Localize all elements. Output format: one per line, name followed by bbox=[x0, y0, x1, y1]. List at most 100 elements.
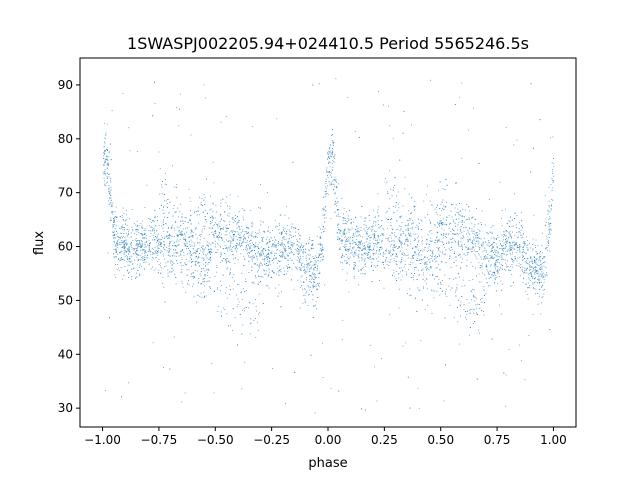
data-point bbox=[271, 246, 273, 248]
data-point bbox=[216, 235, 218, 237]
data-point bbox=[455, 182, 457, 184]
data-point bbox=[256, 257, 258, 259]
data-point bbox=[368, 227, 369, 229]
data-point bbox=[497, 266, 499, 268]
data-point bbox=[224, 245, 226, 246]
data-point bbox=[144, 253, 146, 255]
data-point bbox=[271, 253, 273, 255]
data-point bbox=[287, 255, 289, 257]
data-point bbox=[115, 234, 117, 236]
data-point bbox=[428, 259, 430, 261]
data-point bbox=[448, 228, 450, 230]
data-point bbox=[108, 156, 110, 158]
data-point bbox=[152, 229, 153, 231]
data-point bbox=[457, 306, 458, 308]
data-point bbox=[429, 249, 431, 251]
data-point bbox=[218, 239, 220, 241]
data-point bbox=[216, 211, 218, 213]
data-point bbox=[535, 276, 536, 278]
data-point bbox=[350, 218, 352, 220]
data-point bbox=[211, 227, 213, 229]
data-point bbox=[229, 262, 231, 264]
data-point bbox=[471, 230, 473, 232]
data-point bbox=[251, 282, 253, 284]
data-point bbox=[265, 243, 267, 245]
data-point bbox=[342, 246, 344, 248]
data-point bbox=[236, 251, 238, 253]
data-point bbox=[368, 246, 370, 248]
data-point bbox=[418, 241, 419, 243]
data-point bbox=[422, 268, 424, 270]
data-point bbox=[266, 262, 268, 264]
data-point bbox=[168, 245, 170, 247]
data-point bbox=[536, 270, 538, 272]
data-point bbox=[481, 263, 483, 265]
data-point bbox=[343, 233, 345, 235]
data-point bbox=[325, 210, 327, 212]
data-point bbox=[300, 257, 302, 259]
data-point bbox=[430, 255, 432, 257]
data-point bbox=[385, 261, 387, 263]
data-point bbox=[465, 226, 467, 228]
data-point bbox=[222, 248, 224, 250]
data-point bbox=[407, 245, 409, 247]
data-point bbox=[276, 263, 278, 265]
data-point bbox=[113, 237, 115, 239]
data-point bbox=[179, 232, 181, 233]
data-point bbox=[387, 227, 389, 229]
data-point bbox=[154, 81, 155, 83]
data-point bbox=[265, 285, 267, 287]
data-point bbox=[429, 266, 431, 268]
data-point bbox=[122, 278, 124, 280]
data-point bbox=[320, 260, 322, 262]
data-point bbox=[244, 258, 246, 260]
data-point bbox=[180, 401, 182, 403]
data-point bbox=[503, 236, 504, 238]
data-point bbox=[268, 260, 270, 262]
data-point bbox=[219, 220, 221, 222]
data-point bbox=[355, 262, 357, 264]
data-point bbox=[540, 261, 541, 263]
data-point bbox=[382, 255, 384, 257]
data-point bbox=[431, 240, 433, 242]
data-point bbox=[433, 297, 435, 299]
data-point bbox=[408, 234, 410, 236]
data-point bbox=[365, 224, 367, 226]
data-point bbox=[213, 230, 215, 232]
data-point bbox=[325, 180, 327, 182]
data-point bbox=[547, 210, 549, 211]
data-point bbox=[171, 264, 173, 266]
data-point bbox=[300, 268, 302, 270]
data-point bbox=[424, 257, 426, 258]
data-point bbox=[271, 250, 273, 252]
data-point bbox=[166, 206, 168, 208]
data-point bbox=[247, 244, 249, 246]
data-point bbox=[237, 234, 239, 235]
data-point bbox=[250, 239, 252, 241]
data-point bbox=[261, 276, 263, 277]
data-point bbox=[243, 288, 245, 290]
data-point bbox=[342, 319, 344, 321]
data-point bbox=[371, 230, 373, 232]
data-point bbox=[413, 240, 415, 242]
data-point bbox=[285, 257, 287, 259]
data-point bbox=[120, 235, 122, 237]
data-point bbox=[522, 272, 524, 274]
data-point bbox=[143, 249, 145, 251]
data-point bbox=[417, 287, 419, 289]
data-point bbox=[346, 272, 348, 274]
data-point bbox=[298, 260, 300, 262]
data-point bbox=[169, 255, 171, 257]
data-point bbox=[423, 287, 425, 289]
data-point bbox=[285, 403, 286, 404]
data-point bbox=[314, 412, 316, 414]
data-point bbox=[111, 231, 113, 233]
data-point bbox=[457, 229, 459, 231]
data-point bbox=[534, 245, 536, 246]
data-point bbox=[262, 253, 264, 255]
data-point bbox=[475, 304, 477, 306]
data-point bbox=[334, 157, 336, 159]
data-point bbox=[481, 266, 483, 268]
data-point bbox=[108, 185, 110, 186]
data-point bbox=[224, 211, 225, 213]
